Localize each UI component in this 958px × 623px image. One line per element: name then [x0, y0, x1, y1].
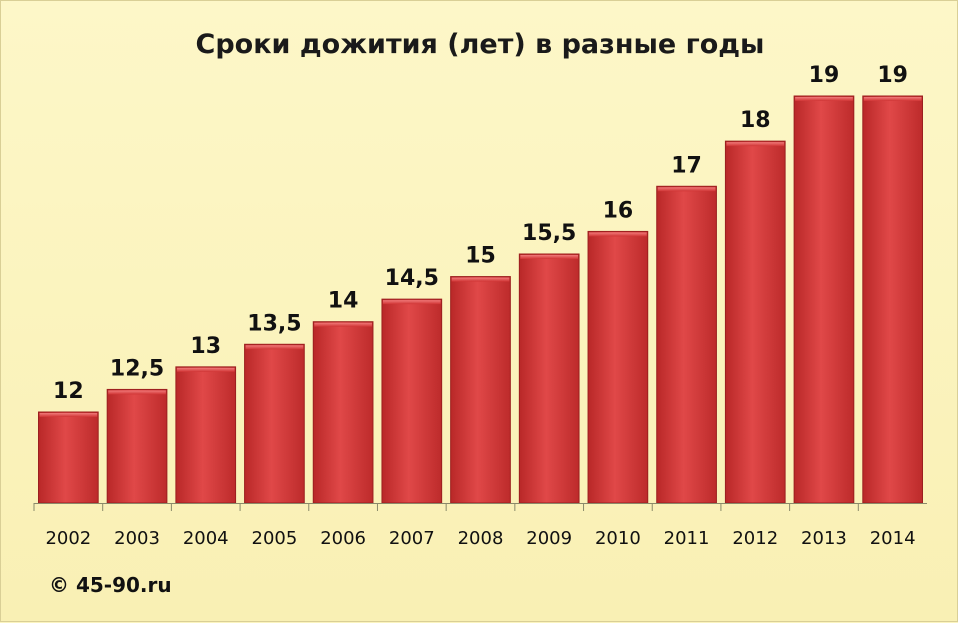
x-tick-label-2003: 2003 [114, 528, 160, 549]
copyright-text: © 45-90.ru [49, 573, 172, 597]
x-tick-label-2010: 2010 [595, 528, 641, 549]
bar-highlight-2004 [176, 367, 235, 372]
x-tick-label-2002: 2002 [45, 528, 91, 549]
bar-highlight-2013 [795, 97, 853, 101]
bars-layer: 12 12,5 13 13,5 14 14,5 15 15,5 16 17 18 19 19 [38, 63, 923, 504]
x-tick-label-2014: 2014 [870, 528, 916, 549]
bar-highlight-2007 [382, 300, 441, 305]
x-tick-label-2011: 2011 [664, 528, 710, 549]
bar-2009 [518, 253, 580, 504]
data-label-2011: 17 [671, 153, 702, 178]
bar-highlight-2006 [314, 322, 372, 327]
data-label-2008: 15 [465, 244, 496, 269]
x-tick-label-2008: 2008 [458, 528, 504, 549]
data-label-2010: 16 [603, 198, 634, 223]
data-label-2002: 12 [53, 379, 84, 404]
x-tick-label-2005: 2005 [252, 528, 298, 549]
bar-highlight-2002 [39, 413, 98, 417]
x-tick-label-2013: 2013 [801, 528, 847, 549]
bar-2013 [793, 95, 855, 504]
bar-highlight-2011 [657, 187, 716, 192]
bar-highlight-2012 [726, 142, 785, 147]
bar-2010 [587, 230, 649, 504]
bar-2011 [656, 185, 717, 504]
bar-2005 [244, 343, 305, 504]
bar-2006 [312, 321, 374, 504]
bar-highlight-2010 [589, 232, 647, 237]
bar-2002 [38, 411, 99, 504]
bar-highlight-2005 [245, 345, 304, 350]
bar-2003 [106, 388, 168, 504]
data-label-2012: 18 [740, 108, 771, 133]
data-label-2013: 19 [809, 63, 840, 88]
x-tick-label-2012: 2012 [732, 528, 778, 549]
x-tick-label-2009: 2009 [526, 528, 572, 549]
x-tick-label-2004: 2004 [183, 528, 229, 549]
bar-2004 [175, 366, 237, 504]
bar-2014 [862, 95, 923, 504]
data-label-2005: 13,5 [247, 311, 301, 336]
x-axis: 2002 2003 2004 2005 2006 2007 2008 2009 2010 2011… [33, 503, 927, 549]
data-label-2004: 13 [190, 334, 221, 359]
bar-highlight-2003 [108, 390, 166, 395]
bar-highlight-2014 [863, 97, 922, 101]
x-tick-label-2006: 2006 [320, 528, 366, 549]
chart-title: Сроки дожития (лет) в разные годы [195, 29, 765, 60]
bar-highlight-2008 [451, 277, 510, 282]
bar-2012 [724, 140, 786, 504]
data-label-2007: 14,5 [385, 266, 439, 291]
data-label-2003: 12,5 [110, 356, 164, 381]
bar-2007 [381, 298, 443, 504]
data-label-2009: 15,5 [522, 221, 576, 246]
x-tick-label-2007: 2007 [389, 528, 435, 549]
bar-2008 [450, 276, 511, 504]
bar-highlight-2009 [520, 255, 579, 259]
data-label-2006: 14 [328, 289, 359, 314]
data-label-2014: 19 [877, 63, 908, 88]
